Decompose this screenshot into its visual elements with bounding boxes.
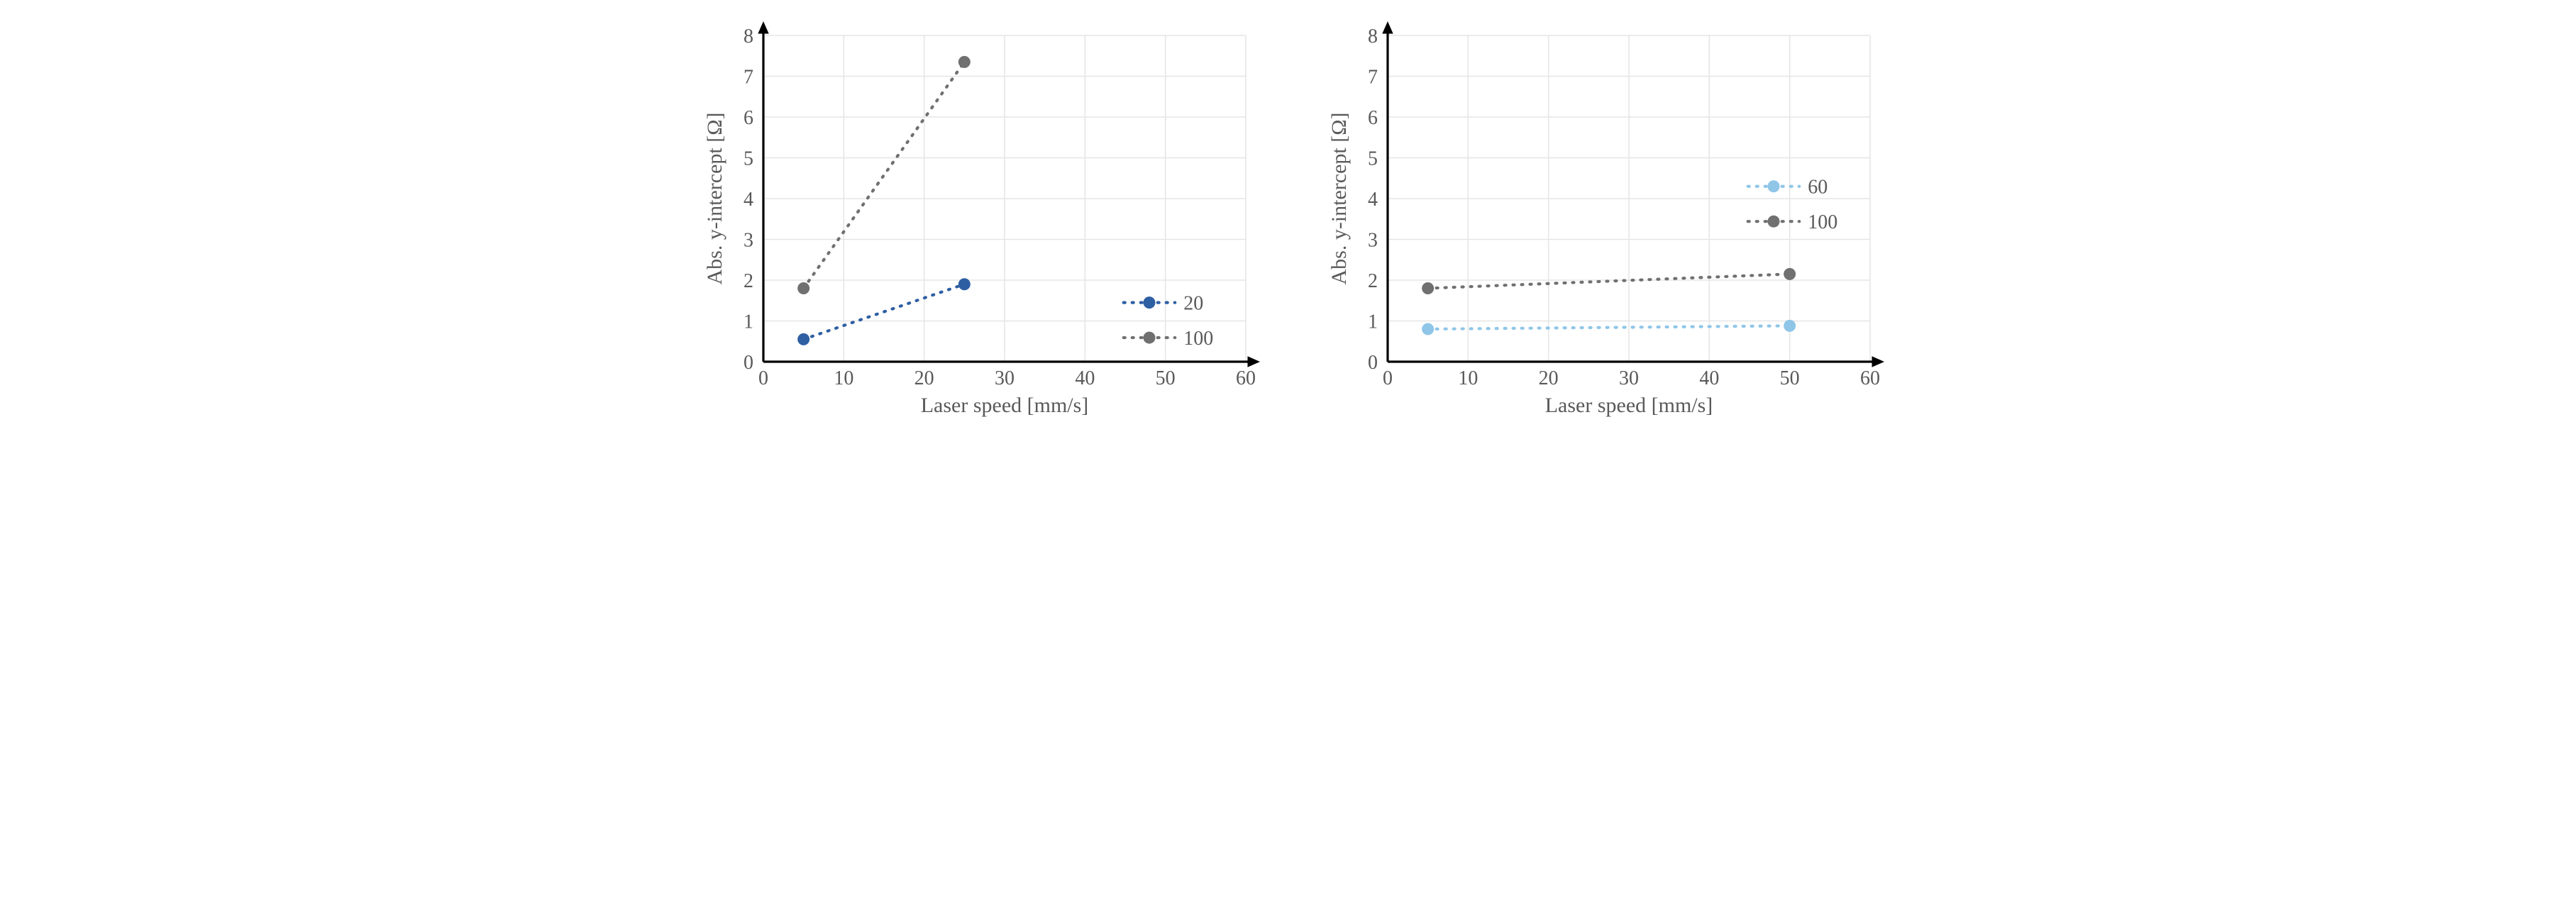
legend-label: 100 (1808, 211, 1837, 233)
legend-marker (1143, 332, 1155, 344)
y-tick-label: 6 (1368, 107, 1378, 129)
x-axis-label: Laser speed [mm/s] (920, 394, 1088, 417)
x-tick-label: 20 (1538, 367, 1558, 389)
y-tick-label: 3 (743, 229, 753, 251)
y-tick-label: 6 (743, 107, 753, 129)
y-tick-label: 5 (743, 148, 753, 170)
y-tick-label: 4 (1368, 189, 1378, 211)
x-tick-label: 30 (1619, 367, 1639, 389)
y-tick-label: 0 (743, 352, 753, 374)
x-tick-label: 50 (1155, 367, 1175, 389)
y-tick-label: 1 (743, 311, 753, 333)
x-tick-label: 10 (1458, 367, 1478, 389)
legend-marker (1143, 296, 1155, 309)
x-tick-label: 40 (1075, 367, 1095, 389)
legend-marker (1767, 216, 1779, 228)
data-marker (1784, 268, 1796, 280)
x-axis-label: Laser speed [mm/s] (1544, 394, 1713, 417)
data-marker (1422, 323, 1434, 335)
data-marker (797, 333, 809, 345)
chart-svg-left: 0 10 20 30 40 50 60 0 1 2 3 4 5 6 7 8 Laser speed [mm/s]… (685, 21, 1267, 418)
x-tick-label: 60 (1236, 367, 1256, 389)
legend-label: 20 (1183, 292, 1203, 314)
x-tick-label: 10 (834, 367, 853, 389)
y-tick-label: 3 (1368, 229, 1378, 251)
y-tick-label: 4 (743, 189, 753, 211)
y-tick-label: 8 (1368, 26, 1378, 48)
y-axis-label: Abs. y-intercept [Ω] (1327, 112, 1351, 284)
y-axis-label: Abs. y-intercept [Ω] (703, 112, 726, 284)
data-marker (958, 278, 970, 290)
legend-marker (1767, 180, 1779, 192)
x-tick-label: 0 (758, 367, 768, 389)
chart-svg-right: 0 10 20 30 40 50 60 0 1 2 3 4 5 6 7 8 Laser speed [mm/s]… (1310, 21, 1891, 418)
y-tick-label: 5 (1368, 148, 1378, 170)
legend-label: 100 (1183, 328, 1213, 350)
x-tick-label: 40 (1699, 367, 1719, 389)
x-tick-label: 30 (995, 367, 1015, 389)
y-tick-label: 2 (743, 270, 753, 292)
y-tick-label: 2 (1368, 270, 1378, 292)
chart-panel-right: 0 10 20 30 40 50 60 0 1 2 3 4 5 6 7 8 Laser speed [mm/s]… (1310, 21, 1891, 422)
y-tick-label: 1 (1368, 311, 1378, 333)
y-tick-label: 7 (743, 66, 753, 88)
data-marker (1422, 282, 1434, 294)
y-tick-label: 8 (743, 26, 753, 48)
chart-panel-left: 0 10 20 30 40 50 60 0 1 2 3 4 5 6 7 8 Laser speed [mm/s]… (685, 21, 1267, 422)
y-tick-label: 0 (1368, 352, 1378, 374)
chart-page: 0102030405060012345678Laser speed [mm/s]… (0, 0, 2576, 443)
data-marker (797, 282, 809, 294)
data-marker (1784, 320, 1796, 332)
x-tick-label: 60 (1860, 367, 1880, 389)
y-tick-label: 7 (1368, 66, 1378, 88)
data-marker (958, 56, 970, 68)
x-tick-label: 0 (1383, 367, 1393, 389)
x-tick-label: 50 (1779, 367, 1799, 389)
legend-label: 60 (1808, 177, 1828, 199)
x-tick-label: 20 (914, 367, 934, 389)
